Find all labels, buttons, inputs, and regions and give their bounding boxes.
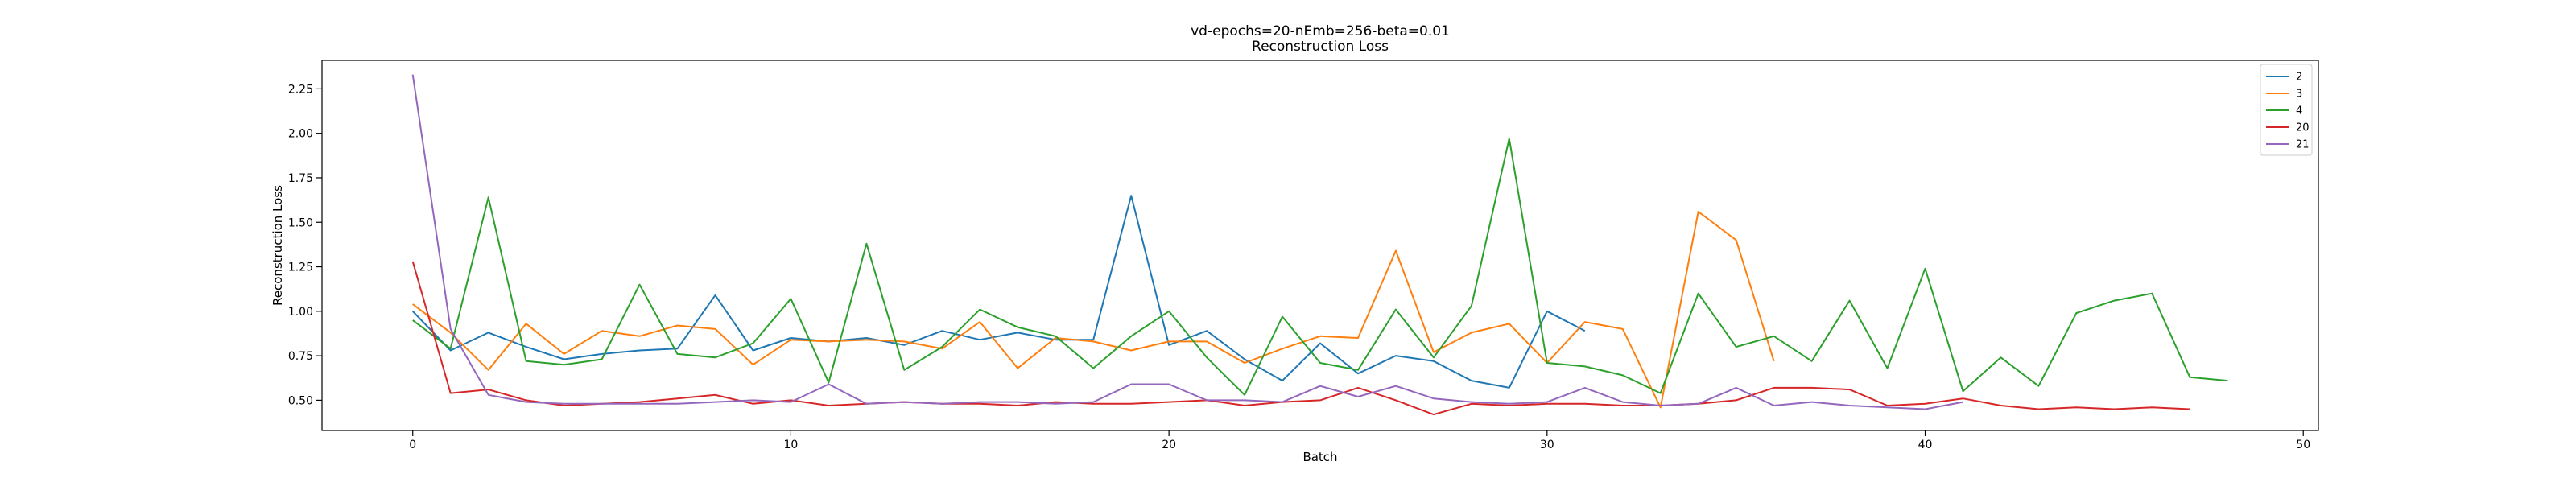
legend-label-2: 2 [2296, 72, 2302, 84]
x-tick-label: 0 [409, 439, 416, 451]
y-tick-label: 1.00 [288, 306, 313, 319]
series-layer [411, 74, 2228, 416]
y-tick-label: 1.75 [288, 172, 313, 185]
x-tick-label: 40 [1918, 439, 1933, 451]
y-axis: 0.50 0.75 1.00 1.25 1.50 1.75 2.00 2.25 [288, 83, 322, 407]
plot-frame [321, 60, 2319, 431]
series-line-20 [411, 261, 2190, 416]
x-tick-label: 20 [1162, 439, 1176, 451]
legend-label-20: 20 [2296, 122, 2310, 134]
series-line-4 [412, 138, 2228, 396]
y-axis-label: Reconstruction Loss [270, 185, 285, 306]
x-axis: 0 10 20 30 40 50 [409, 430, 2310, 451]
legend-label-21: 21 [2296, 139, 2310, 151]
legend-label-3: 3 [2296, 89, 2302, 101]
y-tick-label: 0.50 [288, 394, 313, 407]
x-tick-label: 10 [784, 439, 799, 451]
series-line-21 [411, 74, 1963, 410]
x-tick-label: 50 [2296, 439, 2310, 451]
chart-subtitle: Reconstruction Loss [1252, 39, 1389, 55]
chart-title: vd-epochs=20-nEmb=256-beta=0.01 [1191, 23, 1450, 39]
y-tick-label: 1.25 [288, 262, 313, 274]
x-tick-label: 30 [1540, 439, 1554, 451]
x-axis-label: Batch [1302, 450, 1337, 464]
legend: 2 3 4 20 21 [2260, 64, 2313, 156]
series-line-2 [411, 195, 1586, 389]
y-tick-label: 2.25 [288, 83, 313, 96]
legend-label-4: 4 [2296, 105, 2302, 117]
y-tick-label: 2.00 [288, 128, 313, 141]
y-tick-label: 1.50 [288, 216, 313, 229]
y-tick-label: 0.75 [288, 350, 313, 363]
